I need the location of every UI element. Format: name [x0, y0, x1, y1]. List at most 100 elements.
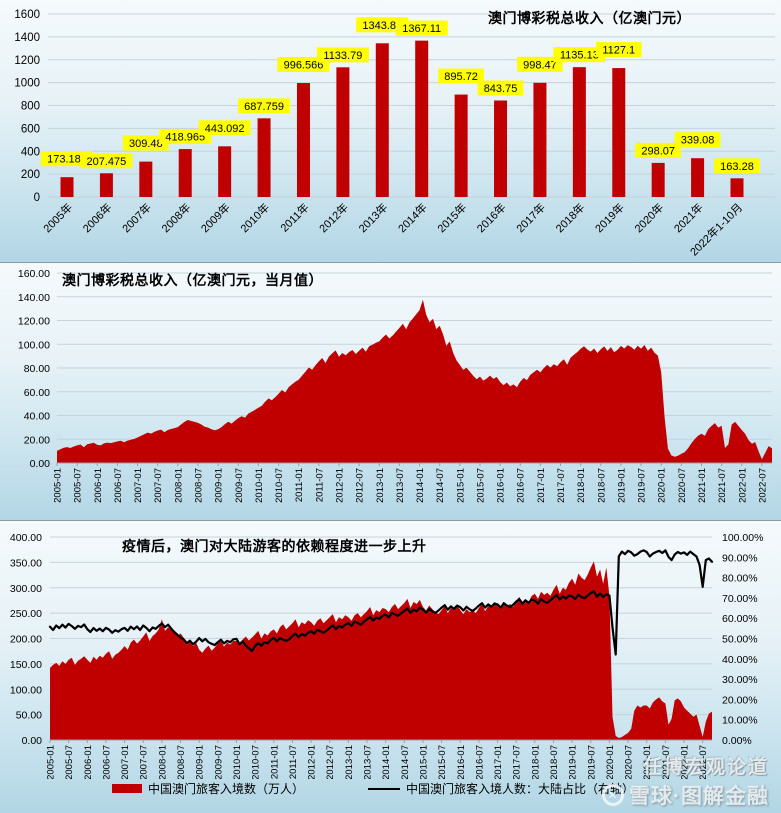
svg-text:996.566: 996.566 [284, 60, 324, 72]
svg-text:2012-07: 2012-07 [355, 468, 366, 503]
svg-text:2006-07: 2006-07 [101, 745, 112, 779]
svg-text:339.08: 339.08 [681, 135, 715, 147]
svg-text:60.00: 60.00 [24, 387, 50, 399]
svg-text:0.00%: 0.00% [722, 735, 752, 747]
svg-text:2008-01: 2008-01 [173, 468, 184, 503]
svg-text:2021-01: 2021-01 [642, 745, 653, 779]
visitors-panel: 疫情后，澳门对大陆游客的依赖程度进一步上升 0.00 50.00 100.00 150… [0, 520, 781, 813]
svg-text:2019年: 2019年 [592, 200, 627, 235]
svg-text:50.00%: 50.00% [722, 634, 758, 646]
monthly-tax-area-chart: 0.00 20.00 40.00 60.00 80.00 100.00 120.00 140.… [18, 268, 772, 503]
svg-text:2018-07: 2018-07 [596, 468, 607, 503]
svg-text:843.75: 843.75 [484, 83, 518, 95]
svg-text:90.00%: 90.00% [722, 552, 758, 564]
svg-text:1200: 1200 [14, 55, 40, 67]
svg-text:2008年: 2008年 [158, 200, 193, 235]
svg-text:1135.13: 1135.13 [560, 50, 599, 62]
svg-text:443.092: 443.092 [205, 123, 245, 135]
svg-text:600: 600 [21, 123, 40, 135]
svg-text:2011-07: 2011-07 [288, 745, 299, 779]
svg-text:120.00: 120.00 [18, 316, 50, 328]
svg-text:2014-01: 2014-01 [415, 468, 426, 503]
annual-chart-title: 澳门博彩税总收入（亿澳门元） [488, 10, 691, 26]
svg-text:2013年: 2013年 [355, 200, 390, 235]
svg-text:2014-01: 2014-01 [381, 745, 392, 779]
svg-text:2012年: 2012年 [316, 200, 351, 235]
svg-text:2017-07: 2017-07 [512, 745, 523, 779]
svg-text:60.00%: 60.00% [722, 613, 758, 625]
svg-text:2010-07: 2010-07 [251, 745, 262, 779]
svg-text:2009-01: 2009-01 [195, 745, 206, 779]
svg-text:2022-01: 2022-01 [680, 745, 691, 779]
svg-text:2009年: 2009年 [198, 200, 233, 235]
red-area-swatch [112, 784, 142, 793]
svg-text:2017-01: 2017-01 [536, 468, 547, 503]
svg-text:2022-07: 2022-07 [757, 468, 768, 503]
svg-text:2005年: 2005年 [40, 200, 75, 235]
svg-text:2016年: 2016年 [474, 200, 509, 235]
svg-text:2012-01: 2012-01 [334, 468, 345, 503]
svg-text:140.00: 140.00 [18, 292, 50, 304]
legend: 中国澳门旅客入境数（万人） 中国澳门旅客入境人数：大陆占比（右轴） [0, 780, 781, 797]
svg-text:800: 800 [21, 101, 40, 113]
svg-text:895.72: 895.72 [444, 71, 478, 83]
svg-text:309.48: 309.48 [129, 138, 163, 150]
legend-item-visitors: 中国澳门旅客入境数（万人） [112, 780, 304, 797]
svg-text:0.00: 0.00 [22, 735, 43, 747]
svg-text:2011-01: 2011-01 [294, 468, 305, 502]
svg-text:2019-01: 2019-01 [616, 468, 627, 503]
svg-text:2012-07: 2012-07 [325, 745, 336, 779]
svg-text:100.00%: 100.00% [722, 532, 763, 544]
svg-text:80.00%: 80.00% [722, 573, 758, 585]
svg-text:200.00: 200.00 [10, 634, 42, 646]
svg-text:2013-07: 2013-07 [395, 468, 406, 503]
svg-text:20.00: 20.00 [24, 434, 50, 446]
svg-text:2015-07: 2015-07 [437, 745, 448, 779]
svg-text:2008-01: 2008-01 [157, 745, 168, 779]
svg-text:2010年: 2010年 [237, 200, 272, 235]
svg-text:2006年: 2006年 [80, 200, 115, 235]
visitors-chart-title: 疫情后，澳门对大陆游客的依赖程度进一步上升 [122, 538, 427, 554]
svg-text:2020年: 2020年 [631, 200, 666, 235]
svg-text:40.00%: 40.00% [722, 654, 758, 666]
svg-text:70.00%: 70.00% [722, 593, 758, 605]
svg-text:40.00: 40.00 [24, 411, 50, 423]
svg-text:80.00: 80.00 [24, 363, 50, 375]
svg-text:418.965: 418.965 [165, 132, 205, 144]
svg-text:2020-07: 2020-07 [677, 468, 688, 503]
svg-text:2018-07: 2018-07 [549, 745, 560, 779]
svg-text:100.00: 100.00 [18, 339, 50, 351]
svg-text:300.00: 300.00 [10, 583, 42, 595]
svg-text:2019-07: 2019-07 [586, 745, 597, 779]
annual-tax-panel: 澳门博彩税总收入（亿澳门元） 0 200 400 600 800 1000 1200 1400… [0, 0, 781, 262]
svg-text:2021-07: 2021-07 [717, 468, 728, 503]
svg-text:2008-07: 2008-07 [176, 745, 187, 779]
svg-text:2009-07: 2009-07 [213, 745, 224, 779]
svg-text:1600: 1600 [14, 9, 40, 21]
svg-text:2020-01: 2020-01 [605, 745, 616, 779]
legend-visitors-label: 中国澳门旅客入境数（万人） [148, 782, 305, 796]
svg-text:2022-01: 2022-01 [737, 468, 748, 503]
svg-text:173.187: 173.187 [47, 154, 87, 166]
svg-text:1400: 1400 [14, 32, 40, 44]
svg-text:2017-07: 2017-07 [556, 468, 567, 503]
svg-text:2015年: 2015年 [434, 200, 469, 235]
visitors-combo-chart: 0.00 50.00 100.00 150.00 200.00 250.00 300.00 3… [10, 532, 764, 779]
svg-text:2006-01: 2006-01 [93, 468, 104, 503]
svg-text:2010-07: 2010-07 [274, 468, 285, 503]
svg-text:0: 0 [34, 192, 40, 204]
svg-text:2005-01: 2005-01 [53, 468, 64, 503]
svg-text:2012-01: 2012-01 [307, 745, 318, 779]
svg-text:2005-07: 2005-07 [73, 468, 84, 503]
svg-text:2020-07: 2020-07 [624, 745, 635, 779]
svg-text:2013-01: 2013-01 [375, 468, 386, 503]
svg-text:2007-01: 2007-01 [133, 468, 144, 503]
svg-text:1127.1: 1127.1 [602, 45, 635, 57]
svg-text:2018-01: 2018-01 [576, 468, 587, 503]
svg-text:2016-07: 2016-07 [516, 468, 527, 503]
svg-text:2011-07: 2011-07 [314, 468, 325, 502]
svg-text:2009-07: 2009-07 [234, 468, 245, 503]
svg-text:10.00%: 10.00% [722, 715, 758, 727]
svg-text:2006-01: 2006-01 [83, 745, 94, 779]
